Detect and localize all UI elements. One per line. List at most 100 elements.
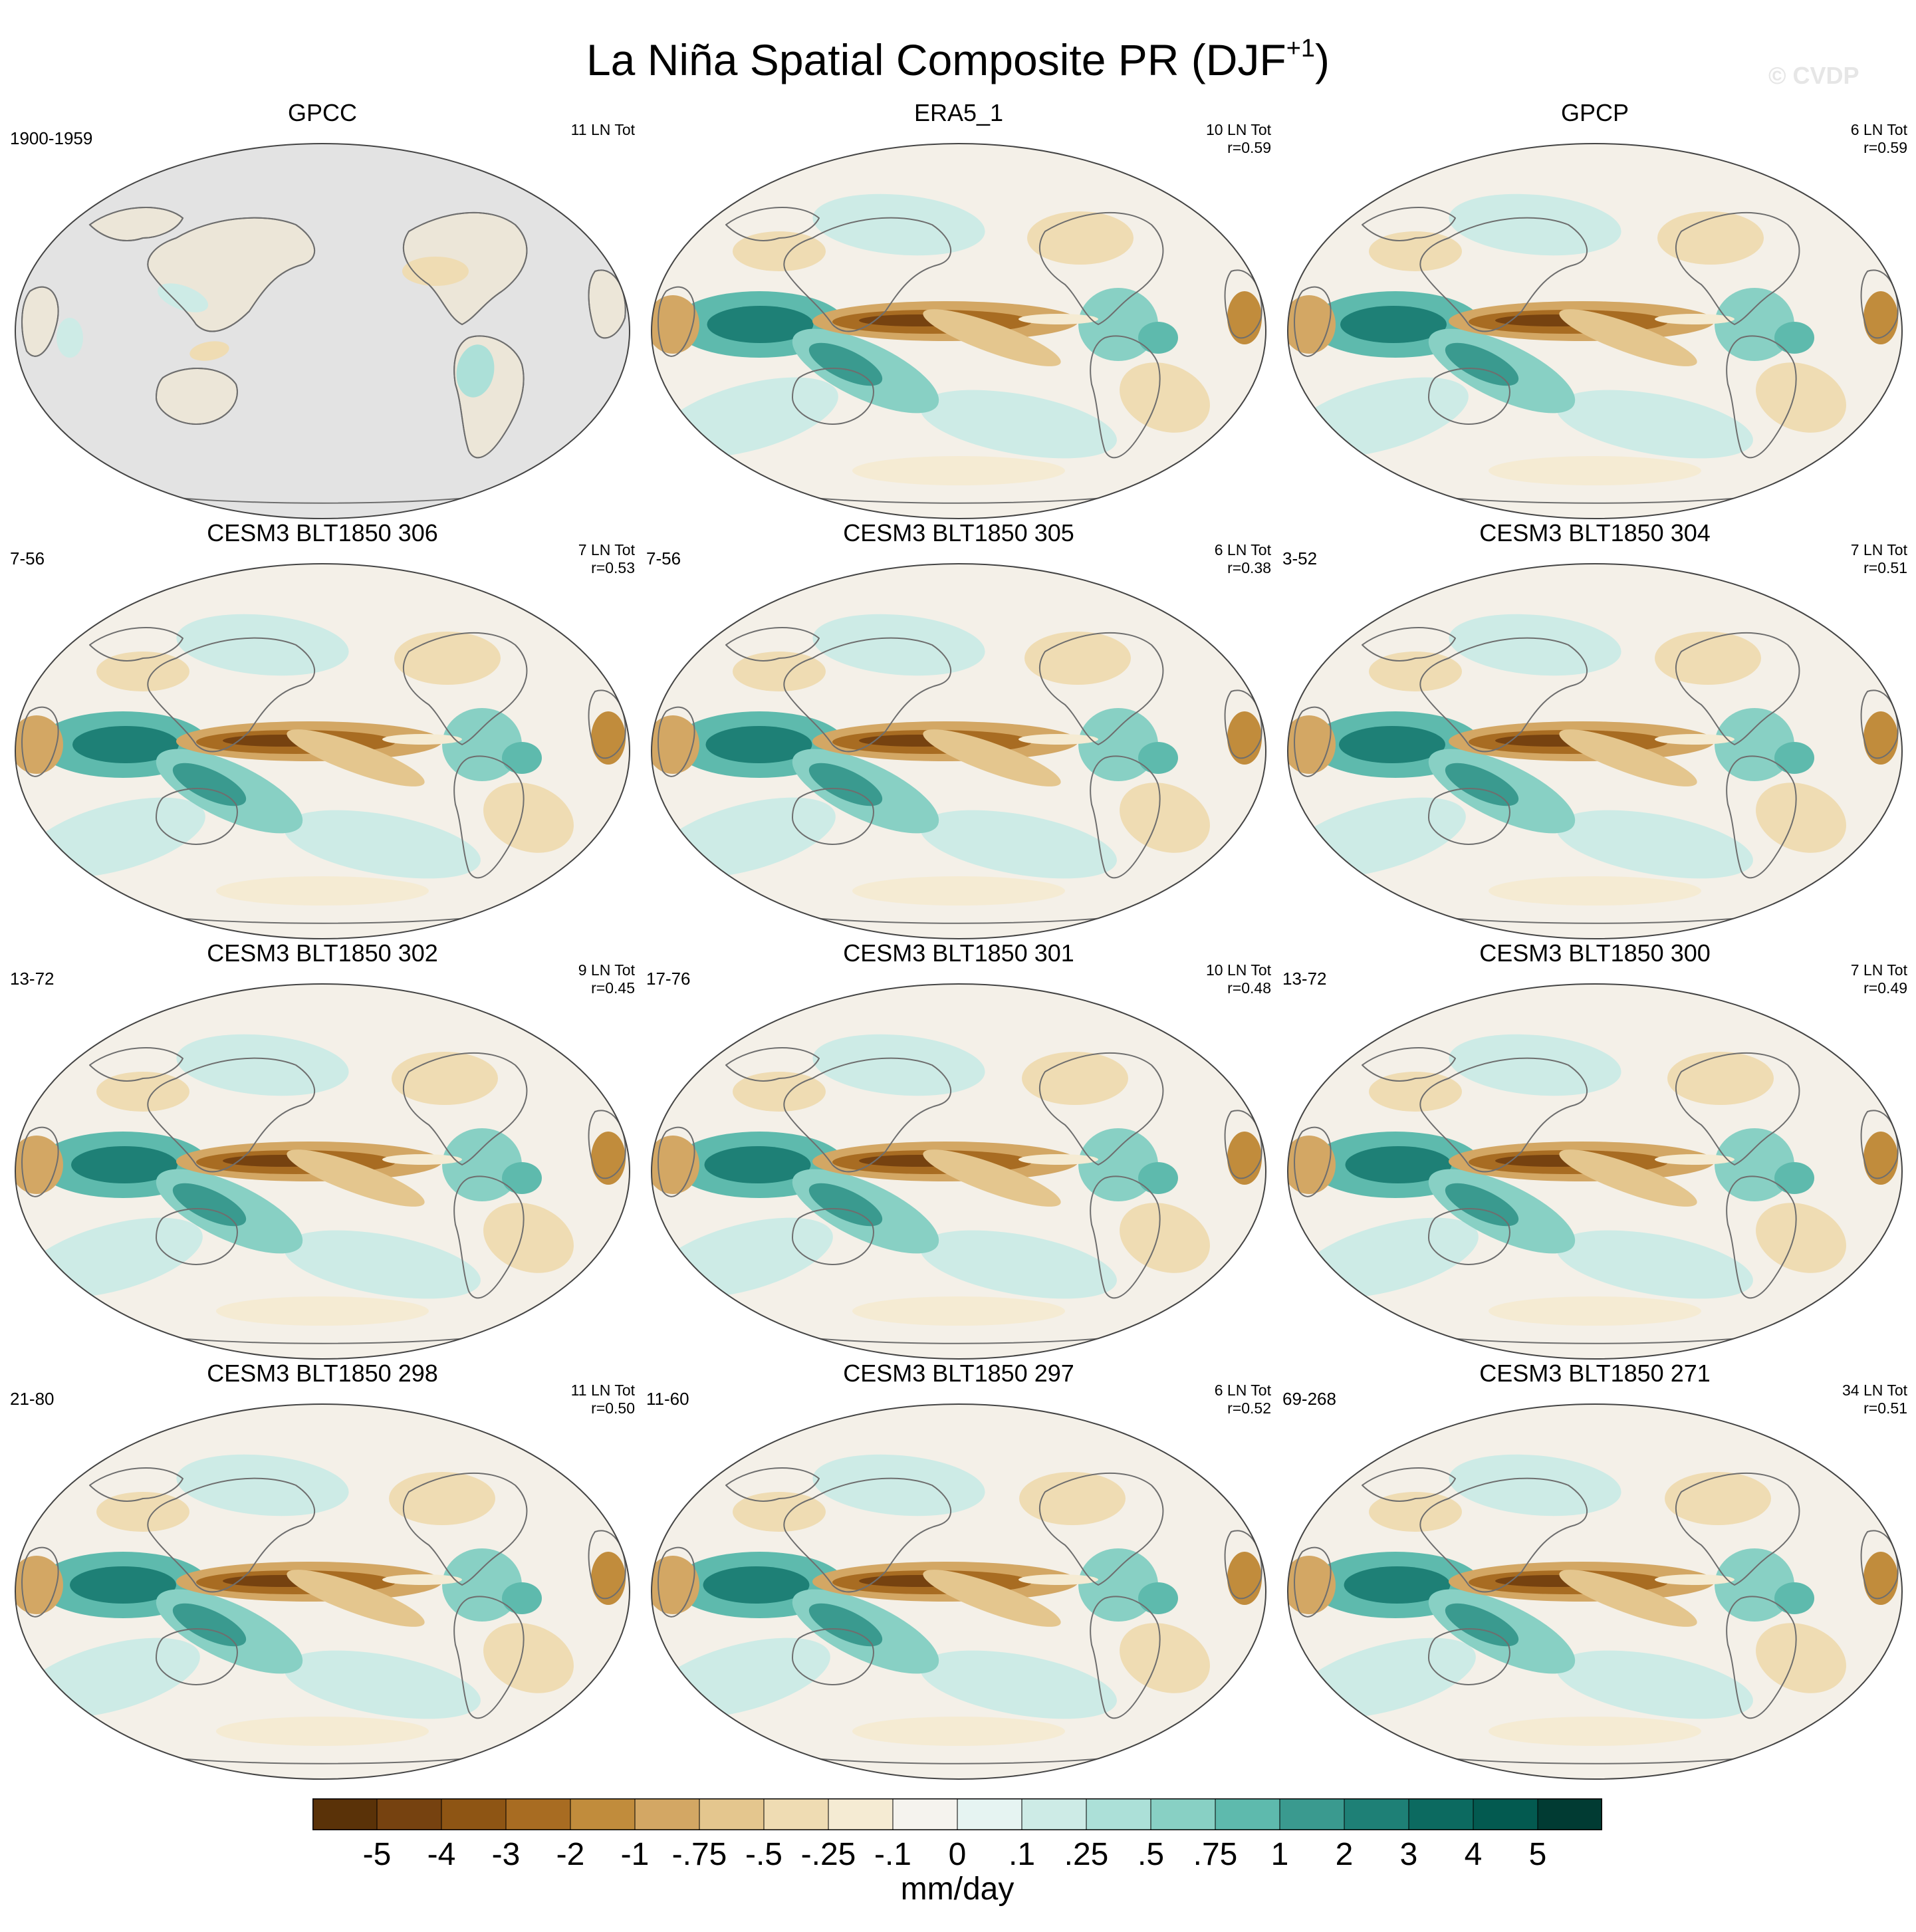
map-panel: CESM3 BLT1850 306 7-56 7 LN Tot r=0.53 <box>10 519 635 957</box>
coastline <box>156 1628 238 1685</box>
panel-event-count: 6 LN Tot <box>1850 121 1907 138</box>
coastline <box>89 1047 183 1082</box>
panel-period: 7-56 <box>646 548 681 568</box>
map-border <box>15 143 630 519</box>
colorbar-tick-label: -2 <box>556 1837 585 1872</box>
coastline <box>1294 706 1332 777</box>
wet-anomaly <box>1774 742 1814 774</box>
panel-stats: 7 LN Tot r=0.51 <box>1851 541 1907 577</box>
dry-anomaly <box>1863 711 1898 765</box>
coastline <box>156 788 238 845</box>
panel-event-count: 10 LN Tot <box>1205 961 1271 979</box>
map-panel: GPCP 6 LN Tot r=0.59 <box>1282 98 1907 537</box>
panel-stats: 34 LN Tot r=0.51 <box>1842 1382 1907 1417</box>
anomaly-blob <box>96 1072 189 1112</box>
map-projection <box>1287 563 1903 939</box>
coastline <box>1038 211 1164 325</box>
anomaly-blob <box>284 1650 481 1719</box>
map-border <box>15 983 630 1360</box>
panel-pattern-correlation: r=0.50 <box>591 1399 635 1417</box>
colorbar-tick-label: 1 <box>1270 1837 1289 1872</box>
wet-anomaly <box>1774 1582 1814 1614</box>
wet-anomaly <box>1138 1582 1178 1614</box>
wet-anomaly <box>172 1603 247 1647</box>
wet-anomaly <box>808 342 883 386</box>
anomaly-blob <box>1667 1052 1774 1105</box>
dry-anomaly <box>1559 1149 1697 1207</box>
anomaly-blob <box>852 1717 1065 1746</box>
map-border <box>651 983 1266 1360</box>
wet-anomaly <box>1774 1162 1814 1194</box>
panel-stats: 6 LN Tot r=0.52 <box>1215 1382 1271 1417</box>
coastline <box>1038 1052 1164 1165</box>
dry-anomaly <box>591 1552 626 1605</box>
colorbar-swatch <box>1021 1798 1088 1830</box>
colorbar-tick-label: -.5 <box>745 1837 782 1872</box>
title-close: ) <box>1315 35 1330 84</box>
anomaly-blob <box>1449 193 1621 256</box>
anomaly-blob <box>1022 1052 1128 1105</box>
dry-anomaly <box>287 729 425 786</box>
panel-pattern-correlation: r=0.45 <box>591 979 635 997</box>
coastline <box>156 1208 238 1265</box>
coastline <box>725 207 820 241</box>
coastline <box>453 1596 525 1719</box>
coastline <box>1090 755 1161 879</box>
map-panel: GPCC 1900-1959 11 LN Tot <box>10 98 635 537</box>
anomaly-blob <box>1449 1034 1621 1096</box>
dry-anomaly <box>1863 1552 1898 1605</box>
wet-anomaly <box>1138 742 1178 774</box>
anomaly-blob <box>1756 783 1846 853</box>
colorbar-swatch <box>505 1798 572 1830</box>
map-projection <box>15 143 630 519</box>
wet-anomaly <box>172 763 247 806</box>
wet-anomaly <box>808 1183 883 1227</box>
anomaly-blob <box>1756 362 1846 433</box>
panel-event-count: 11 LN Tot <box>570 1382 635 1399</box>
panel-title: CESM3 BLT1850 271 <box>1479 1360 1711 1387</box>
map-border <box>651 563 1266 939</box>
dry-anomaly <box>923 729 1061 786</box>
wet-anomaly <box>808 1603 883 1647</box>
colorbar-swatch <box>570 1798 636 1830</box>
colorbar-swatch <box>441 1798 507 1830</box>
coastline <box>1362 1047 1456 1082</box>
panel-pattern-correlation: r=0.51 <box>1863 559 1907 576</box>
panel-period: 17-76 <box>646 969 691 989</box>
colorbar-swatch <box>376 1798 443 1830</box>
colorbar-swatch <box>699 1798 765 1830</box>
panel-event-count: 9 LN Tot <box>578 961 635 979</box>
panel-event-count: 11 LN Tot <box>570 121 635 138</box>
anomaly-blob <box>852 456 1065 485</box>
anomaly-blob <box>1489 1717 1701 1746</box>
colorbar-tick-label: 5 <box>1528 1837 1547 1872</box>
map-projection <box>651 563 1266 939</box>
panel-stats: 11 LN Tot <box>571 121 635 139</box>
anomaly-blob <box>1024 632 1131 685</box>
coastline <box>453 335 525 459</box>
panel-period: 13-72 <box>1282 969 1327 989</box>
wet-anomaly <box>704 1146 811 1183</box>
panel-title: CESM3 BLT1850 302 <box>207 939 438 967</box>
coastline <box>725 627 820 662</box>
coastline <box>1726 1596 1797 1719</box>
anomaly-blob <box>1019 1472 1126 1525</box>
panel-title: CESM3 BLT1850 301 <box>843 939 1074 967</box>
coastline <box>1362 1467 1456 1502</box>
dry-anomaly <box>287 1570 425 1627</box>
panel-stats: 10 LN Tot r=0.48 <box>1206 961 1271 997</box>
anomaly-blob <box>1489 876 1701 906</box>
anomaly-blob <box>1556 1230 1753 1299</box>
cvdp-watermark: © CVDP <box>1768 62 1859 89</box>
dry-anomaly <box>923 1570 1061 1627</box>
map-panel: CESM3 BLT1850 300 13-72 7 LN Tot r=0.49 <box>1282 939 1907 1378</box>
panel-stats: 7 LN Tot r=0.53 <box>578 541 635 577</box>
colorbar-labels: -5 -4 -3 -2 -1 -.75 -.5 -.25 -.1 0 .1 .25 .5 .75 1 2 3 4 5 <box>312 1836 1602 1875</box>
anomaly-blob <box>1556 810 1753 879</box>
map-panel: CESM3 BLT1850 304 3-52 7 LN Tot r=0.51 <box>1282 519 1907 957</box>
wet-anomaly <box>1445 1183 1519 1227</box>
panel-title: GPCC <box>287 99 357 126</box>
panel-stats: 11 LN Tot r=0.50 <box>571 1382 635 1417</box>
colorbar-swatch <box>1215 1798 1281 1830</box>
wet-anomaly <box>70 1566 176 1604</box>
